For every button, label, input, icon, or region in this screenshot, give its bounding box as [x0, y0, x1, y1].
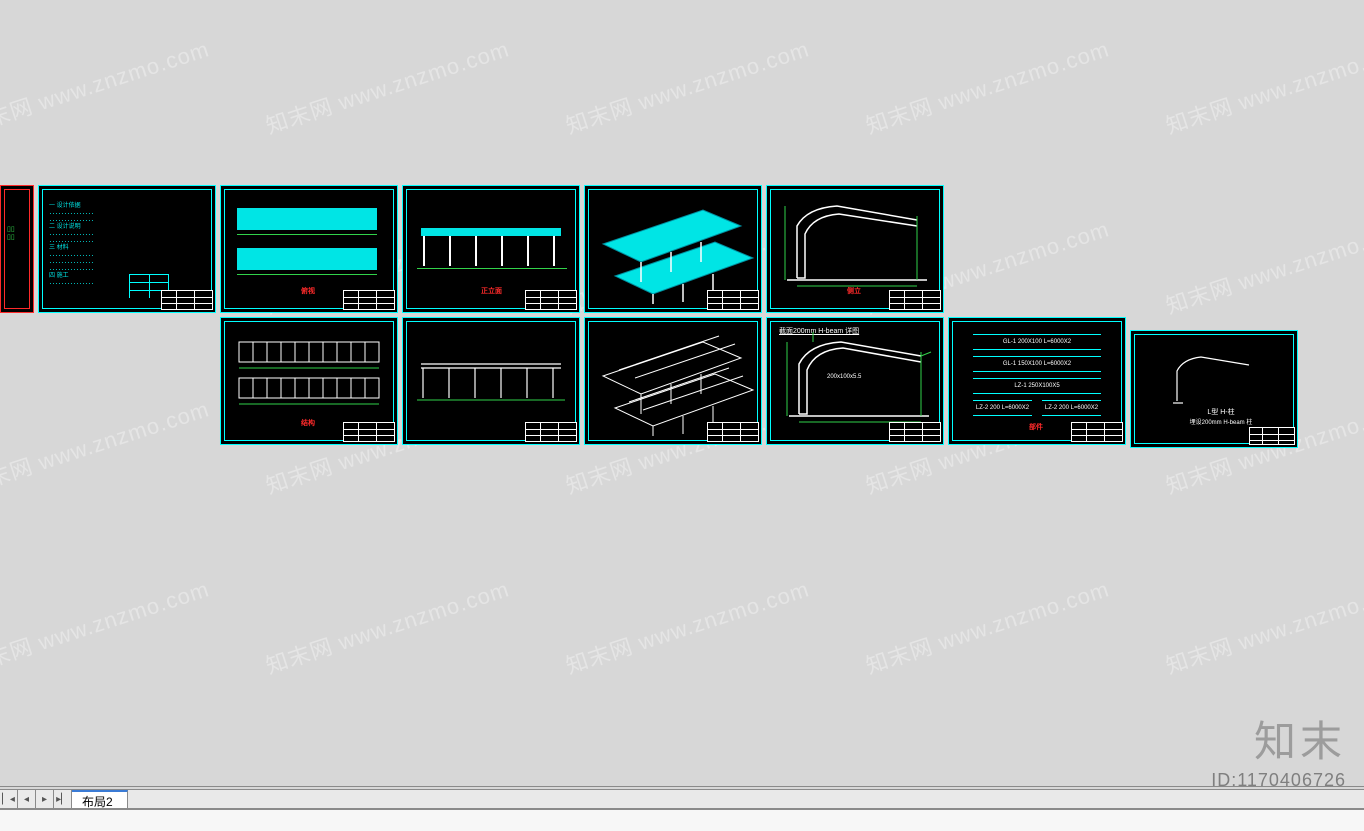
drawing-label: 部件: [1029, 422, 1043, 432]
drawing-label: 侧立: [847, 286, 861, 296]
sheet-plan-frame: 结构: [220, 317, 398, 445]
watermark-text: 知末网 www.znzmo.com: [1161, 212, 1364, 321]
layout-tabbar: ▏◂ ◂ ▸ ▸▏ 布局2: [0, 789, 1364, 809]
watermark-text: 知末网 www.znzmo.com: [1161, 572, 1364, 681]
sheet-section-side: 侧立: [766, 185, 944, 313]
watermark-text: 知末网 www.znzmo.com: [861, 32, 1113, 141]
cad-viewport[interactable]: 知末网 www.znzmo.com 知末网 www.znzmo.com 知末网 …: [0, 0, 1364, 831]
drawing-label: 结构: [301, 418, 315, 428]
watermark-text: 知末网 www.znzmo.com: [561, 32, 813, 141]
titleblock: [1071, 422, 1123, 442]
watermark-text: 知末网 www.znzmo.com: [561, 572, 813, 681]
titleblock: [1249, 427, 1295, 445]
titleblock: [161, 290, 213, 310]
schedule-row: LZ-2 200 L=6000X2: [973, 400, 1032, 416]
titleblock: [343, 422, 395, 442]
detail-subtitle: 埋设200mm H-beam 柱: [1171, 417, 1271, 426]
drawing-label: 正立面: [481, 286, 502, 296]
watermark-text: 知末网 www.znzmo.com: [1161, 32, 1364, 141]
tab-nav-next[interactable]: ▸: [36, 790, 54, 808]
schedule-row: LZ-2 200 L=6000X2: [1042, 400, 1101, 416]
layout-tab-active[interactable]: 布局2: [72, 790, 128, 808]
schedule-row: GL-1 200X100 L=6000X2: [973, 334, 1101, 350]
status-bar: [0, 809, 1364, 831]
sheet-axon-wire: [584, 317, 762, 445]
drawing-label: 俯视: [301, 286, 315, 296]
schedule-row: GL-1 150X100 L=6000X2: [973, 356, 1101, 372]
sheet-elevation-front: 正立面: [402, 185, 580, 313]
site-brand: 知末: [1254, 708, 1346, 769]
titleblock: [889, 290, 941, 310]
sheet-connection-detail: L型 H-柱 埋设200mm H-beam 柱: [1130, 330, 1298, 448]
sheet-section-dim: 截面200mm H-beam 详图 200x100x5.5: [766, 317, 944, 445]
tabbar-track: [128, 790, 1364, 808]
watermark-text: 知末网 www.znzmo.com: [0, 32, 213, 141]
sheet-design-notes: 一 设计依据 ．．．．．．．．．．．．．．． ．．．．．．．．．．．．．．． 二…: [38, 185, 216, 313]
watermark-text: 知末网 www.znzmo.com: [261, 572, 513, 681]
titleblock: [343, 290, 395, 310]
sheet-elevation-frame: [402, 317, 580, 445]
titleblock: [525, 422, 577, 442]
sheet-plan-top: 俯视: [220, 185, 398, 313]
titleblock: [889, 422, 941, 442]
tab-nav-first[interactable]: ▏◂: [0, 790, 18, 808]
sheet-member-schedule: GL-1 200X100 L=6000X2 GL-1 150X100 L=600…: [948, 317, 1126, 445]
detail-title: L型 H-柱: [1181, 407, 1261, 417]
watermark-text: 知末网 www.znzmo.com: [861, 572, 1113, 681]
titleblock: [525, 290, 577, 310]
schedule-row: LZ-1 250X100X5: [973, 378, 1101, 394]
titleblock: [707, 290, 759, 310]
tab-nav-last[interactable]: ▸▏: [54, 790, 72, 808]
resource-id: ID:1170406726: [1211, 770, 1346, 791]
svg-text:200x100x5.5: 200x100x5.5: [827, 374, 862, 380]
sheet-axon-solid: [584, 185, 762, 313]
watermark-text: 知末网 www.znzmo.com: [261, 32, 513, 141]
sheet-cover-fragment: ▯▯▯▯: [0, 185, 34, 313]
watermark-text: 知末网 www.znzmo.com: [0, 392, 213, 501]
layout-tab-label: 布局2: [82, 793, 113, 810]
tab-nav-prev[interactable]: ◂: [18, 790, 36, 808]
titleblock: [707, 422, 759, 442]
watermark-text: 知末网 www.znzmo.com: [0, 572, 213, 681]
